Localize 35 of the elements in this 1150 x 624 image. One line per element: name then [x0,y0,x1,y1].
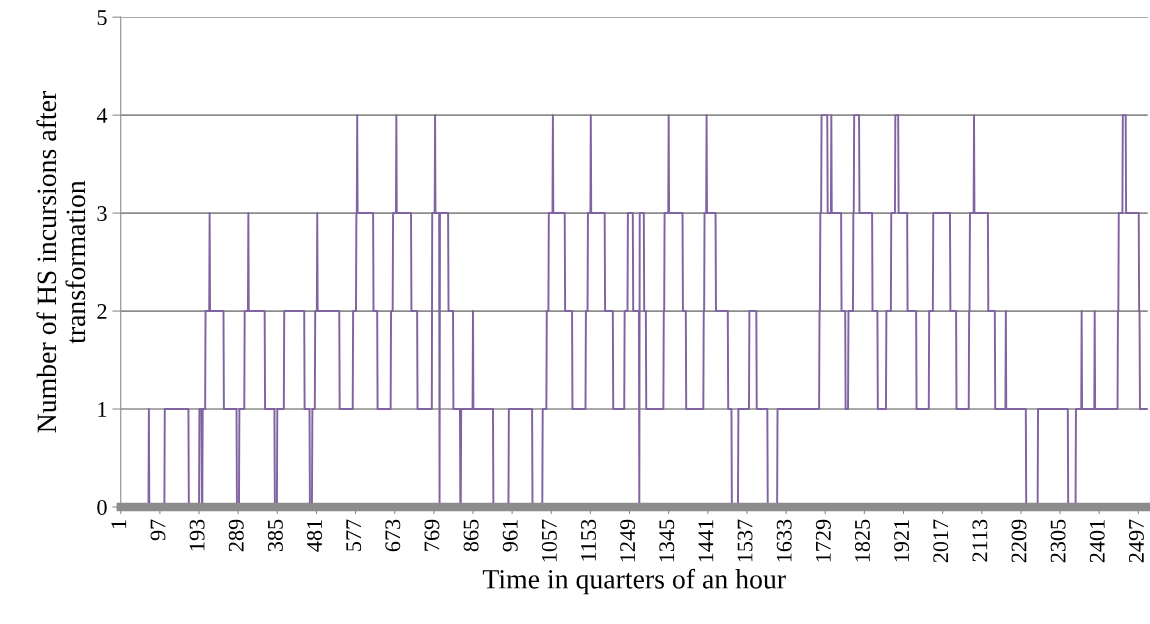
x-tick-label: 2017 [933,519,949,563]
x-tick-label: 769 [424,519,440,551]
y-tick-label: 0 [97,499,107,515]
x-tick-label: 2209 [1011,519,1027,563]
x-tick-label: 1537 [737,519,753,562]
y-tick-label: 5 [97,10,107,26]
x-tick-label: 97 [150,519,166,541]
y-tick-label: 1 [98,402,107,417]
x-tick-label: 385 [267,519,283,552]
x-tick-label: 1441 [698,520,714,562]
x-tick-label: 1249 [620,519,636,562]
x-tick-label: 577 [346,519,362,551]
x-tick-label: 1153 [581,519,596,561]
x-tick-label: 1633 [776,519,792,562]
x-tick-label: 865 [463,519,479,552]
x-tick-label: 481 [307,520,322,552]
x-tick-label: 289 [228,519,244,552]
x-tick-label: 2305 [1050,519,1066,563]
y-tick-label: 4 [96,108,108,123]
x-tick-label: 2401 [1089,520,1105,563]
x-tick-label: 1825 [854,519,870,562]
x-tick-label: 1921 [894,520,910,562]
y-tick-label: 2 [97,304,107,319]
x-tick-label: 1 [111,520,127,528]
x-tick-label: 1729 [815,519,831,562]
x-tick-label: 193 [189,519,205,551]
x-tick-label: 1057 [541,519,557,562]
x-tick-label: 2113 [972,519,988,562]
y-tick-label: 3 [97,206,107,222]
x-tick-label: 961 [502,520,518,552]
y-axis-title: Number of HS incursions after transformation [36,91,86,433]
x-tick-label: 2497 [1128,519,1144,563]
x-axis-title: Time in quarters of an hour [482,568,786,595]
x-tick-label: 673 [385,519,401,552]
x-tick-label: 1345 [659,519,675,562]
